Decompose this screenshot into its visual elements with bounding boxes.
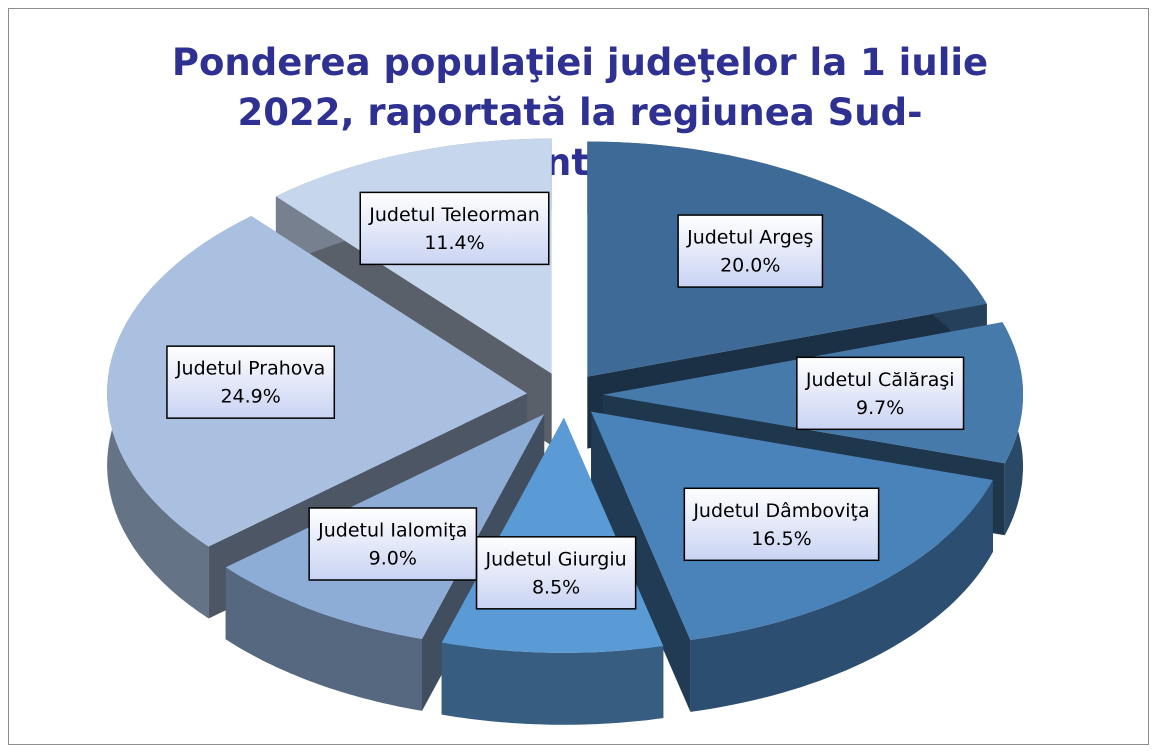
data-label: Judetul Teleorman 11.4%: [359, 191, 550, 266]
data-label: Judetul Dâmboviţa 16.5%: [683, 487, 880, 562]
label-box: [796, 356, 965, 431]
data-label: Judetul Ialomiţa 9.0%: [308, 507, 478, 581]
label-box: [166, 345, 336, 419]
data-label: Judetul Giurgiu 8.5%: [475, 536, 637, 610]
label-box: [683, 487, 880, 562]
label-box: [677, 214, 824, 288]
data-label: Judetul Călăraşi 9.7%: [796, 356, 965, 431]
slice-side: [225, 567, 422, 711]
label-box: [308, 507, 478, 581]
slice-side: [690, 480, 993, 712]
value-label: 9.0%: [369, 547, 417, 569]
value-label: 9.7%: [856, 397, 904, 419]
data-label: Judetul Prahova 24.9%: [166, 345, 336, 419]
category-label: Judetul Dâmboviţa: [692, 500, 869, 522]
slice-side: [441, 642, 664, 725]
data-label: Judetul Argeş 20.0%: [677, 214, 824, 288]
value-label: 20.0%: [720, 255, 780, 277]
category-label: Judetul Giurgiu: [485, 548, 627, 570]
value-label: 11.4%: [424, 232, 484, 254]
category-label: Judetul Teleorman: [368, 204, 540, 226]
value-label: 8.5%: [532, 576, 580, 598]
label-box: [475, 536, 637, 610]
value-label: 16.5%: [751, 528, 811, 550]
value-label: 24.9%: [220, 386, 280, 408]
category-label: Judetul Ialomiţa: [317, 519, 467, 541]
category-label: Judetul Argeş: [686, 227, 813, 249]
label-box: [359, 191, 550, 266]
category-label: Judetul Prahova: [175, 358, 325, 380]
chart-frame: [8, 8, 1149, 745]
slice-side: [591, 411, 691, 712]
category-label: Judetul Călăraşi: [805, 369, 955, 391]
